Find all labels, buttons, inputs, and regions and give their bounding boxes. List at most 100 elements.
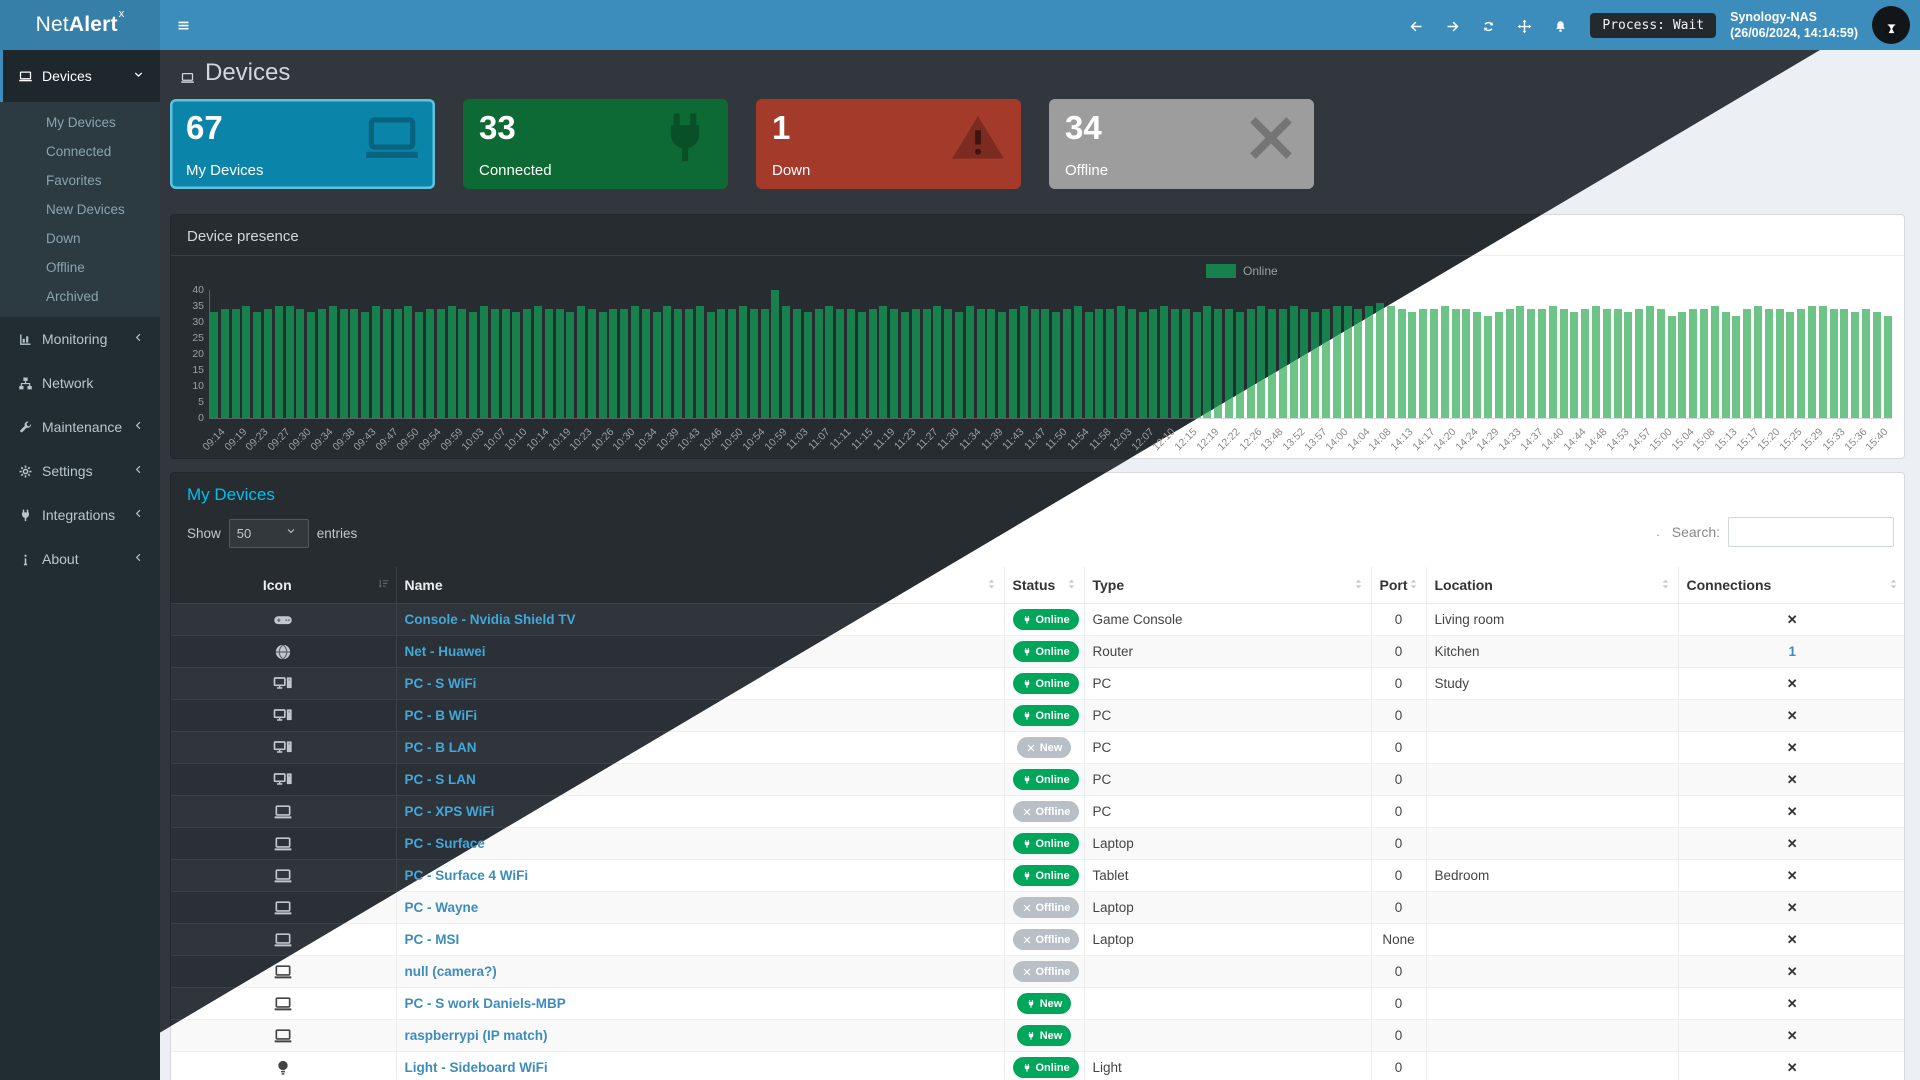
sidebar-subitem-my-devices[interactable]: My Devices xyxy=(46,115,116,130)
device-name-link[interactable]: Light - Sideboard WiFi xyxy=(404,1060,548,1075)
chevron-down-icon xyxy=(286,526,301,541)
stat-card-offline[interactable]: 34 Offline xyxy=(1049,99,1314,189)
device-name-link[interactable]: PC - MSI xyxy=(404,932,460,947)
bell-icon xyxy=(1553,18,1568,33)
sidebar-subitem-connected[interactable]: Connected xyxy=(46,144,112,159)
chart-bar xyxy=(1635,309,1644,418)
desktop-icon xyxy=(171,667,397,700)
stat-card-down[interactable]: 1 Down xyxy=(756,99,1021,189)
device-name-link[interactable]: PC - S WiFi xyxy=(404,676,477,691)
device-status-cell: Online xyxy=(1004,827,1085,860)
sidebar-item-devices[interactable]: Devices xyxy=(0,50,160,102)
device-name-link[interactable]: PC - S work Daniels-MBP xyxy=(404,996,566,1011)
search-input[interactable] xyxy=(1728,517,1894,547)
chart-bar xyxy=(598,312,607,418)
device-name-link[interactable]: PC - Wayne xyxy=(404,900,479,915)
chart-bar xyxy=(469,312,478,418)
sidebar-item-settings[interactable]: Settings xyxy=(0,449,160,493)
device-port-cell: 0 xyxy=(1371,635,1427,668)
col-header-port[interactable]: Port xyxy=(1371,567,1427,604)
user-avatar[interactable] xyxy=(1872,6,1910,44)
sort-icon[interactable] xyxy=(985,578,1000,593)
col-header-status[interactable]: Status xyxy=(1004,567,1085,604)
chart-bar xyxy=(1354,309,1363,418)
y-tick-label: 30 xyxy=(192,316,204,328)
plug-icon xyxy=(1022,871,1032,881)
col-header-location[interactable]: Location xyxy=(1426,567,1679,604)
sidebar-toggle-button[interactable] xyxy=(160,0,206,50)
sort-icon[interactable] xyxy=(1352,578,1367,593)
forward-button[interactable] xyxy=(1436,0,1468,50)
sort-icon[interactable] xyxy=(1887,578,1902,593)
col-header-type[interactable]: Type xyxy=(1084,567,1372,604)
sort-icon[interactable] xyxy=(1065,578,1080,593)
device-name-link[interactable]: Console - Nvidia Shield TV xyxy=(404,612,576,627)
status-badge: Offline xyxy=(1012,801,1080,822)
status-badge: Offline xyxy=(1012,929,1080,950)
chart-bar xyxy=(1138,312,1147,418)
chart-bar xyxy=(307,312,316,418)
device-name-link[interactable]: PC - XPS WiFi xyxy=(404,804,495,819)
device-connections-cell: ✕ xyxy=(1678,731,1904,764)
network-icon xyxy=(18,376,33,391)
sidebar-item-about[interactable]: About xyxy=(0,537,160,581)
device-name-link[interactable]: Net - Huawei xyxy=(404,644,486,659)
stat-card-my-devices[interactable]: 67 My Devices xyxy=(170,99,435,189)
col-header-connections[interactable]: Connections xyxy=(1678,567,1904,604)
status-badge-label: Online xyxy=(1035,1061,1070,1074)
device-name-link[interactable]: PC - S LAN xyxy=(404,772,476,787)
device-name-link[interactable]: null (camera?) xyxy=(404,964,497,979)
app-logo[interactable]: NetAlertx xyxy=(0,0,160,50)
device-status-cell: New xyxy=(1004,731,1085,764)
refresh-button[interactable] xyxy=(1472,0,1504,50)
col-header-icon[interactable]: Icon xyxy=(171,567,397,604)
chart-bar xyxy=(706,312,715,418)
chart-bar xyxy=(1116,306,1125,418)
chart-bar xyxy=(544,309,553,418)
top-navbar: NetAlertx Process: Wait Synology-NAS (26… xyxy=(0,0,1920,50)
device-name-link[interactable]: PC - B LAN xyxy=(404,740,477,755)
notifications-button[interactable] xyxy=(1544,0,1576,50)
device-connections-cell: 1 xyxy=(1678,635,1904,668)
device-port-cell: 0 xyxy=(1371,955,1427,988)
sort-icon[interactable] xyxy=(1407,578,1422,593)
device-name-link[interactable]: raspberrypi (IP match) xyxy=(404,1028,548,1043)
sidebar-subitem-offline[interactable]: Offline xyxy=(46,260,85,275)
stat-card-connected[interactable]: 33 Connected xyxy=(463,99,728,189)
sort-icon[interactable] xyxy=(1659,578,1674,593)
sidebar-subitem-favorites[interactable]: Favorites xyxy=(46,173,102,188)
device-name-link[interactable]: PC - B WiFi xyxy=(404,708,478,723)
sidebar-subitem-archived[interactable]: Archived xyxy=(46,289,99,304)
chart-bar xyxy=(1397,309,1406,418)
no-connections-x-icon: ✕ xyxy=(1786,1059,1798,1075)
xmark-icon xyxy=(1022,903,1032,913)
sidebar-subitem-down[interactable]: Down xyxy=(46,231,81,246)
sidebar-item-monitoring[interactable]: Monitoring xyxy=(0,317,160,361)
connections-count-link[interactable]: 1 xyxy=(1788,644,1796,659)
sidebar-item-integrations[interactable]: Integrations xyxy=(0,493,160,537)
chart-bar xyxy=(1160,306,1169,418)
chart-bar xyxy=(566,312,575,418)
device-name-link[interactable]: PC - Surface 4 WiFi xyxy=(404,868,529,883)
chart-bar xyxy=(663,306,672,418)
back-button[interactable] xyxy=(1400,0,1432,50)
status-badge-label: Online xyxy=(1035,837,1070,850)
page-size-select[interactable]: 50 xyxy=(228,519,309,548)
move-button[interactable] xyxy=(1508,0,1540,50)
chart-bar xyxy=(965,306,974,418)
sort-amount-icon[interactable] xyxy=(377,578,392,593)
sidebar-subitem-new-devices[interactable]: New Devices xyxy=(46,202,125,217)
gamepad-icon xyxy=(171,603,397,636)
sidebar-item-label: Network xyxy=(42,375,94,391)
chart-bar xyxy=(242,306,251,418)
desktop-icon xyxy=(171,699,397,732)
chart-bar xyxy=(587,309,596,418)
device-name-link[interactable]: PC - Surface xyxy=(404,836,485,851)
chart-bar xyxy=(253,312,262,418)
sidebar-item-maintenance[interactable]: Maintenance xyxy=(0,405,160,449)
sidebar-menu: Monitoring Network Maintenance Settings Inte… xyxy=(0,317,160,581)
no-connections-x-icon: ✕ xyxy=(1786,771,1798,787)
sidebar-item-network[interactable]: Network xyxy=(0,361,160,405)
